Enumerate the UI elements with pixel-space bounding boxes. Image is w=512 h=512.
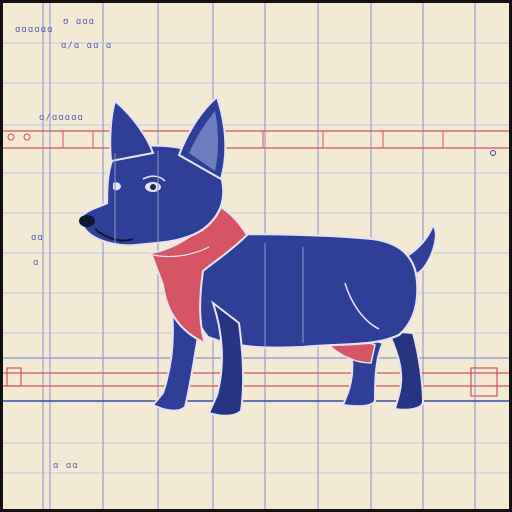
annotation-text: ɑ/ɑɑɑɑɑ xyxy=(39,113,84,123)
annotation-text: ɑ/ɑ ɑɑ ɑ xyxy=(61,41,113,51)
annotation-text: ʊ ɑɑɑ xyxy=(63,17,96,27)
annotation-text: ɑ ɑɑ xyxy=(53,461,79,471)
annotation-text: ɑɑɑɑɑɑ xyxy=(15,25,54,35)
annotation-text: ɑ xyxy=(33,258,40,268)
annotation-text: ɑɑ xyxy=(31,233,44,243)
dog-illustration xyxy=(79,95,437,417)
